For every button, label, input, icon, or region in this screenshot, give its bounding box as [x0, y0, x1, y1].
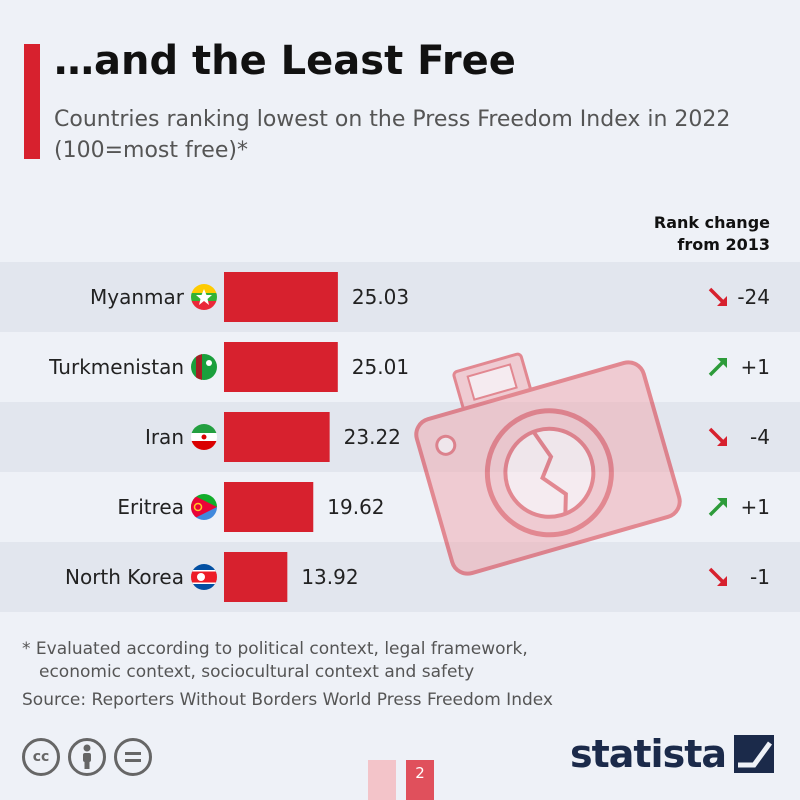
arrow-down-icon: [708, 427, 727, 446]
flag-eritrea-icon: [191, 494, 217, 520]
bar-myanmar: [224, 272, 338, 322]
category-label: Eritrea: [117, 495, 184, 519]
flag-turkmenistan-icon: [191, 354, 217, 380]
footnote-line2: economic context, sociocultural context …: [39, 662, 475, 682]
flag-north-korea-icon: [191, 564, 217, 590]
bars: [224, 272, 338, 602]
statista-logo-icon: [734, 735, 774, 773]
rank-change-header-line1: Rank change: [653, 213, 770, 232]
category-label: Myanmar: [90, 285, 185, 309]
rank-change-label: +1: [741, 495, 770, 519]
labels: Myanmar 25.03 -24 Turkmenistan 25.01 +1 Iran 23…: [48, 284, 770, 590]
arrow-up-icon: [708, 358, 727, 377]
statista-logo[interactable]: statista: [570, 732, 774, 776]
cc-icon[interactable]: cc: [22, 738, 60, 776]
flag-iran-icon: [191, 424, 217, 450]
chart-title: …and the Least Free: [54, 38, 516, 84]
value-label: 13.92: [301, 565, 358, 589]
footnote: * Evaluated according to political conte…: [22, 638, 528, 684]
statista-logo-text: statista: [569, 732, 727, 776]
license-icons: cc: [22, 738, 152, 776]
rank-change-label: -24: [737, 285, 770, 309]
category-label: North Korea: [65, 565, 184, 589]
rank-change-label: +1: [741, 355, 770, 379]
value-label: 25.01: [352, 355, 409, 379]
page-tab-current[interactable]: 2: [406, 760, 434, 800]
nd-icon[interactable]: [114, 738, 152, 776]
arrow-up-icon: [708, 498, 727, 517]
value-label: 23.22: [344, 425, 401, 449]
title-accent-bar: [24, 44, 40, 159]
row-background: [0, 262, 800, 332]
chart-subtitle: Countries ranking lowest on the Press Fr…: [54, 107, 731, 163]
rank-change-header-line2: from 2013: [677, 235, 770, 254]
bar-iran: [224, 412, 330, 462]
rank-change-label: -1: [750, 565, 770, 589]
value-label: 25.03: [352, 285, 409, 309]
row-backgrounds: [0, 262, 800, 612]
category-label: Turkmenistan: [48, 355, 184, 379]
footnote-line1: * Evaluated according to political conte…: [22, 639, 528, 659]
bar-eritrea: [224, 482, 314, 532]
bar-north-korea: [224, 552, 288, 602]
page-tabs: 2: [368, 760, 434, 800]
bar-turkmenistan: [224, 342, 338, 392]
by-icon[interactable]: [68, 738, 106, 776]
arrow-down-icon: [708, 567, 727, 586]
flag-myanmar-icon: [191, 284, 217, 310]
broken-camera-icon: [414, 352, 682, 576]
row-background: [0, 542, 800, 612]
rank-change-label: -4: [750, 425, 770, 449]
page-tab-previous[interactable]: [368, 760, 396, 800]
arrow-down-icon: [708, 287, 727, 306]
value-label: 19.62: [327, 495, 384, 519]
category-label: Iran: [145, 425, 184, 449]
source-note: Source: Reporters Without Borders World …: [22, 690, 553, 710]
rank-change-header: Rank change from 2013: [610, 212, 770, 256]
